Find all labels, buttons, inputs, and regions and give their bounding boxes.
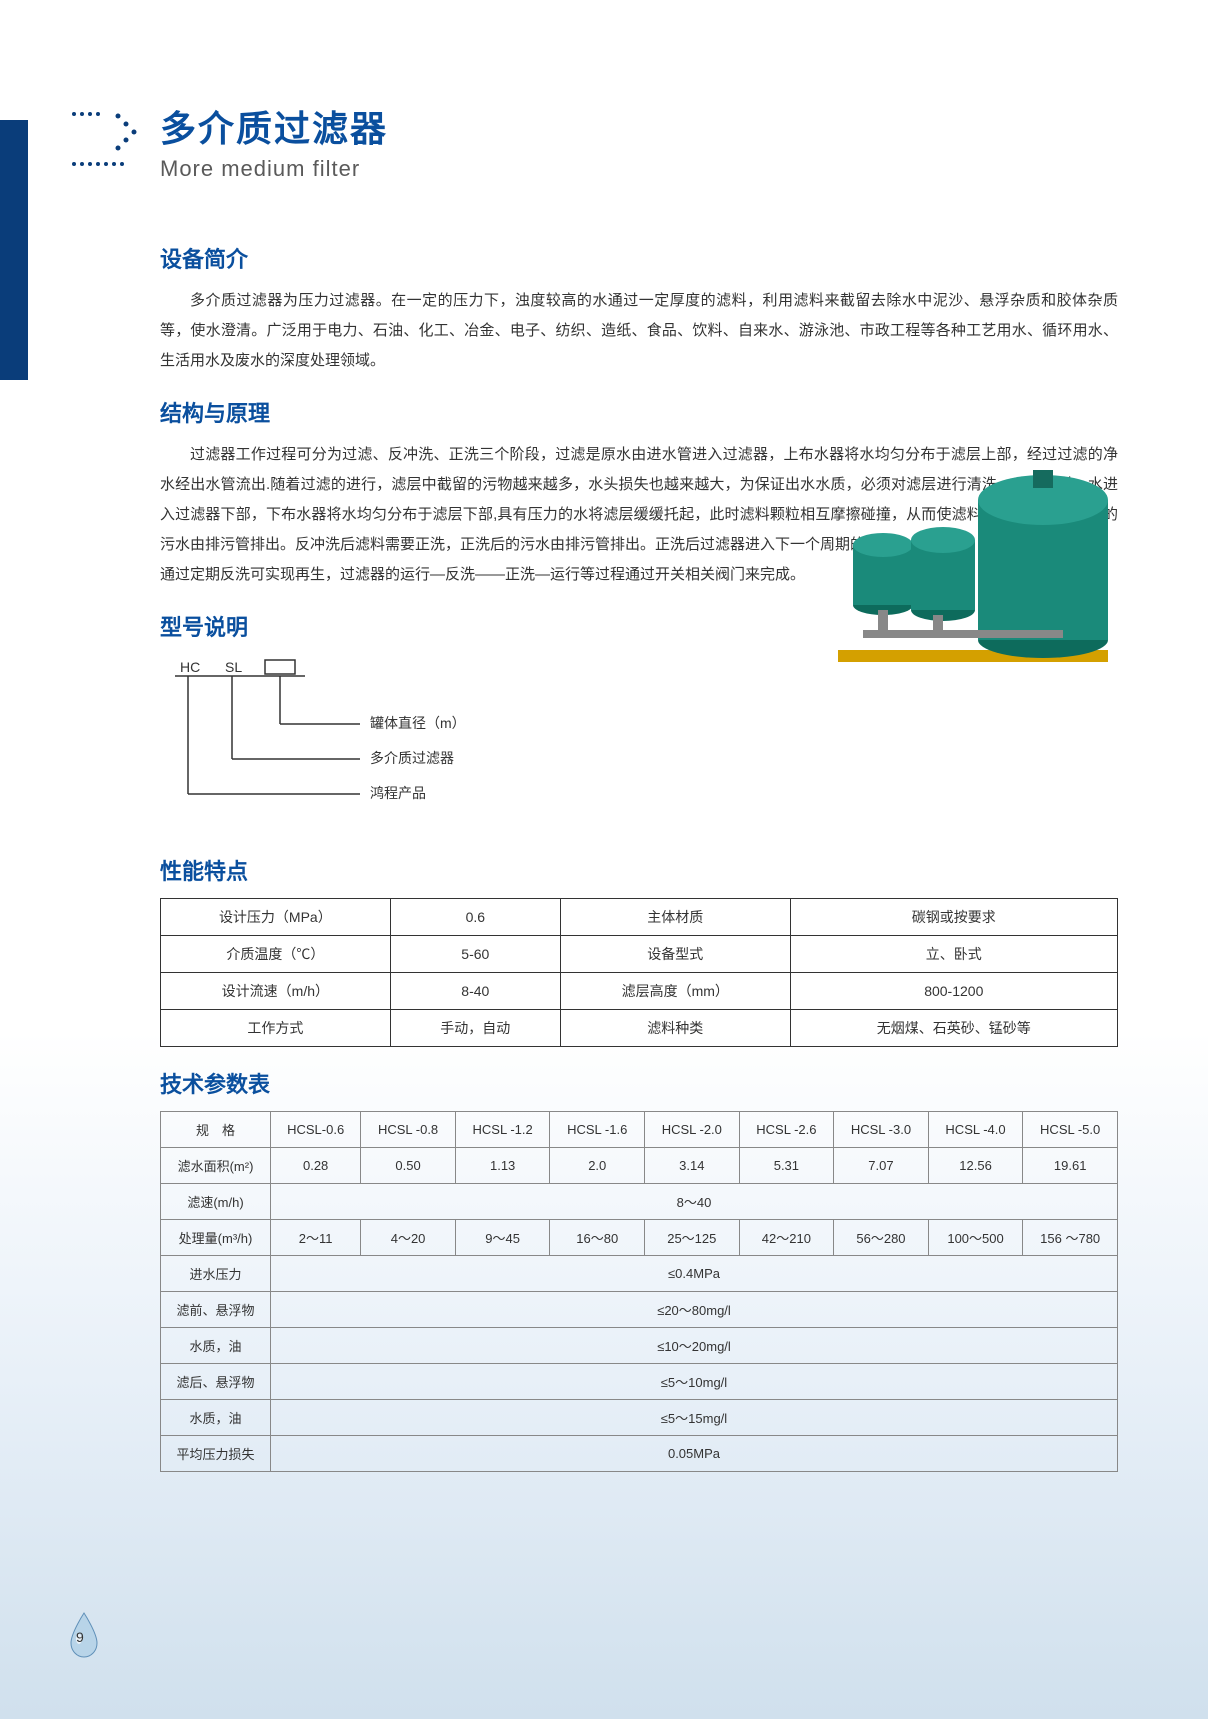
tech-cell: HCSL -2.6: [739, 1112, 834, 1148]
tech-cell: 5.31: [739, 1148, 834, 1184]
tech-cell: 156 ～780: [1023, 1220, 1118, 1256]
model-sl-label: SL: [225, 659, 242, 675]
perf-cell: 介质温度（℃）: [161, 936, 391, 973]
tech-cell: 4～20: [361, 1220, 456, 1256]
perf-cell: 滤层高度（mm）: [560, 973, 790, 1010]
tech-cell: 滤速(m/h): [161, 1184, 271, 1220]
tech-cell: HCSL -5.0: [1023, 1112, 1118, 1148]
header: 多介质过滤器 More medium filter: [0, 0, 1208, 182]
tech-cell: ≤5～10mg/l: [271, 1364, 1118, 1400]
tech-cell: 滤水面积(m²): [161, 1148, 271, 1184]
perf-cell: 手动，自动: [390, 1010, 560, 1047]
section-tech-title: 技术参数表: [160, 1067, 1118, 1099]
model-label-3: 鸿程产品: [370, 785, 426, 801]
model-label-2: 多介质过滤器: [370, 750, 454, 766]
tech-cell: 16～80: [550, 1220, 645, 1256]
dot-decoration-icon: [68, 108, 138, 168]
tech-cell: ≤5～15mg/l: [271, 1400, 1118, 1436]
tech-cell: 9～45: [455, 1220, 550, 1256]
tech-cell: 进水压力: [161, 1256, 271, 1292]
tech-cell: HCSL -1.2: [455, 1112, 550, 1148]
model-label-1: 罐体直径（m）: [370, 715, 466, 731]
section-perf-title: 性能特点: [160, 854, 1118, 886]
tech-cell: 25～125: [645, 1220, 740, 1256]
page-number: 9: [76, 1629, 84, 1645]
perf-cell: 滤料种类: [560, 1010, 790, 1047]
tech-cell: 滤前、悬浮物: [161, 1292, 271, 1328]
page-title-en: More medium filter: [160, 156, 1208, 182]
tech-params-table: 规 格HCSL-0.6HCSL -0.8HCSL -1.2HCSL -1.6HC…: [160, 1111, 1118, 1472]
tech-cell: ≤20～80mg/l: [271, 1292, 1118, 1328]
tech-cell: ≤10～20mg/l: [271, 1328, 1118, 1364]
tech-cell: 100～500: [928, 1220, 1023, 1256]
tech-cell: 19.61: [1023, 1148, 1118, 1184]
product-photo: [828, 455, 1118, 685]
tech-cell: 3.14: [645, 1148, 740, 1184]
model-diagram: HC SL 罐体直径（m） 多介质过滤器 鸿程产品: [160, 654, 1118, 834]
tech-cell: 12.56: [928, 1148, 1023, 1184]
tech-cell: 处理量(m³/h): [161, 1220, 271, 1256]
tech-cell: 平均压力损失: [161, 1436, 271, 1472]
tech-cell: HCSL -4.0: [928, 1112, 1023, 1148]
tech-cell: 56～280: [834, 1220, 929, 1256]
tech-cell: HCSL -1.6: [550, 1112, 645, 1148]
tech-cell: HCSL -2.0: [645, 1112, 740, 1148]
perf-cell: 0.6: [390, 899, 560, 936]
perf-cell: 碳钢或按要求: [790, 899, 1117, 936]
tech-cell: 0.28: [271, 1148, 361, 1184]
section-intro-title: 设备简介: [160, 242, 1118, 274]
tech-cell: 水质，油: [161, 1328, 271, 1364]
perf-cell: 立、卧式: [790, 936, 1117, 973]
tech-cell: 规 格: [161, 1112, 271, 1148]
tech-cell: 水质，油: [161, 1400, 271, 1436]
tech-cell: HCSL-0.6: [271, 1112, 361, 1148]
perf-cell: 800-1200: [790, 973, 1117, 1010]
tech-cell: 2.0: [550, 1148, 645, 1184]
perf-cell: 主体材质: [560, 899, 790, 936]
tech-cell: 1.13: [455, 1148, 550, 1184]
tech-cell: 0.05MPa: [271, 1436, 1118, 1472]
tech-cell: HCSL -3.0: [834, 1112, 929, 1148]
tech-cell: HCSL -0.8: [361, 1112, 456, 1148]
perf-cell: 工作方式: [161, 1010, 391, 1047]
tech-cell: 8～40: [271, 1184, 1118, 1220]
tech-cell: 7.07: [834, 1148, 929, 1184]
perf-cell: 无烟煤、石英砂、锰砂等: [790, 1010, 1117, 1047]
perf-cell: 设计流速（m/h）: [161, 973, 391, 1010]
perf-cell: 8-40: [390, 973, 560, 1010]
performance-table: 设计压力（MPa）0.6主体材质碳钢或按要求介质温度（℃）5-60设备型式立、卧…: [160, 898, 1118, 1047]
perf-cell: 设备型式: [560, 936, 790, 973]
tech-cell: 42～210: [739, 1220, 834, 1256]
tech-cell: ≤0.4MPa: [271, 1256, 1118, 1292]
tech-cell: 2～11: [271, 1220, 361, 1256]
perf-cell: 5-60: [390, 936, 560, 973]
tech-cell: 滤后、悬浮物: [161, 1364, 271, 1400]
page-number-droplet: 9: [66, 1611, 102, 1659]
intro-p1: 多介质过滤器为压力过滤器。在一定的压力下，浊度较高的水通过一定厚度的滤料，利用滤…: [160, 286, 1118, 376]
page-title-cn: 多介质过滤器: [160, 100, 1208, 152]
content-area: 设备简介 多介质过滤器为压力过滤器。在一定的压力下，浊度较高的水通过一定厚度的滤…: [0, 182, 1208, 1472]
perf-cell: 设计压力（MPa）: [161, 899, 391, 936]
model-hc-label: HC: [180, 659, 200, 675]
section-structure-title: 结构与原理: [160, 396, 1118, 428]
tech-cell: 0.50: [361, 1148, 456, 1184]
intro-text: 多介质过滤器为压力过滤器。在一定的压力下，浊度较高的水通过一定厚度的滤料，利用滤…: [160, 286, 1118, 376]
